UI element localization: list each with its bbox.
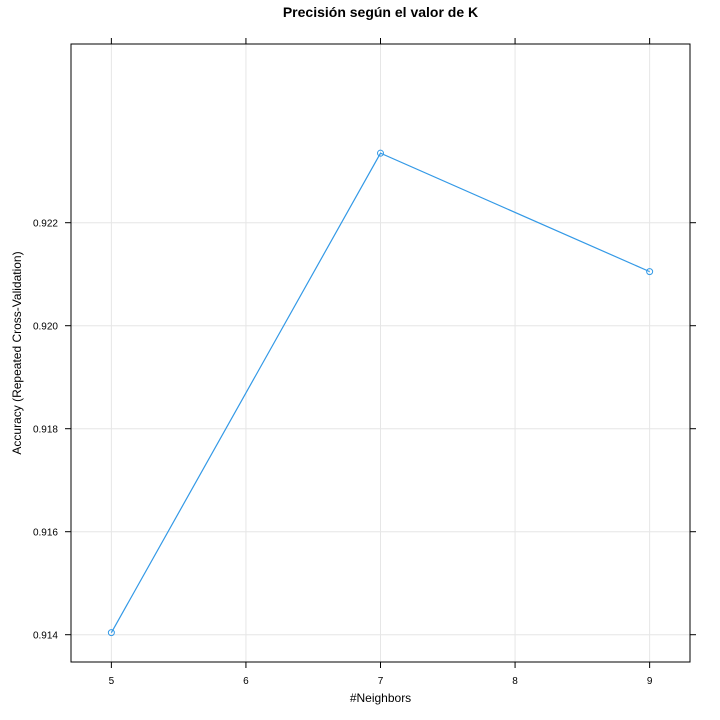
grid-lines <box>71 44 690 662</box>
data-point <box>646 268 654 276</box>
data-point <box>377 149 384 157</box>
y-tick-label: 0.922 <box>33 219 58 230</box>
x-tick-label: 5 <box>109 676 115 687</box>
x-tick-label: 6 <box>243 676 249 687</box>
data-point <box>107 629 115 637</box>
series-line-group <box>107 149 654 637</box>
tick-labels: 5 6 7 8 9 0.914 0.916 0.918 0.920 0.922 <box>33 219 653 687</box>
chart-title: Precisión según el valor de K <box>283 4 478 20</box>
series-line <box>110 152 650 633</box>
x-tick-label: 9 <box>647 676 653 687</box>
y-axis-label: Accuracy (Repeated Cross-Validation) <box>10 251 24 454</box>
plot-frame <box>70 43 691 663</box>
x-axis-label: #Neighbors <box>350 691 411 705</box>
y-tick-label: 0.920 <box>33 322 58 333</box>
y-tick-label: 0.916 <box>33 528 58 539</box>
x-tick-label: 8 <box>512 676 518 687</box>
axis-ticks <box>65 38 696 668</box>
x-tick-label: 7 <box>378 676 384 687</box>
y-tick-label: 0.918 <box>33 425 58 436</box>
y-tick-label: 0.914 <box>33 631 58 642</box>
